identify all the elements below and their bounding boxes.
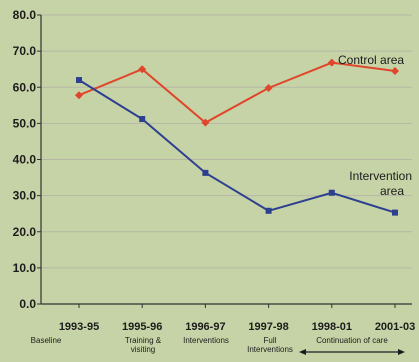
data-point (328, 189, 335, 196)
x-tick-label: 1993-95 (59, 321, 99, 333)
axes (37, 14, 412, 308)
series-layer (75, 58, 399, 216)
y-tick-label: 80.0 (13, 8, 37, 22)
y-tick-label: 10.0 (13, 261, 37, 275)
x-tick-label: 2001-03 (375, 321, 415, 333)
x-sublabel: Continuation of care (316, 336, 388, 345)
x-tick-label: 1997-98 (248, 321, 288, 333)
y-tick-label: 70.0 (13, 44, 37, 58)
data-point (202, 169, 209, 176)
grid-lines (41, 14, 412, 269)
x-sublabels: Baseline Training & visiting Interventions F… (31, 336, 389, 354)
x-sublabel: Training & visiting (125, 336, 162, 354)
data-point (327, 58, 336, 67)
data-point (392, 209, 398, 216)
data-point (264, 83, 273, 92)
data-point (265, 207, 272, 214)
x-tick-label: 1995-96 (122, 321, 162, 333)
data-point (75, 91, 83, 100)
y-tick-label: 30.0 (13, 189, 37, 203)
series-label: Intervention area (349, 169, 412, 198)
data-point (76, 77, 82, 84)
y-tick-label: 0.0 (19, 297, 36, 311)
x-sublabel: Baseline (31, 336, 62, 345)
data-point (139, 116, 146, 123)
series-line (78, 61, 396, 124)
y-tick-label: 40.0 (13, 153, 37, 167)
series-labels: Control area Intervention area (338, 53, 412, 198)
x-tick-label: 1998-01 (312, 321, 352, 333)
data-point (138, 65, 147, 74)
y-tick-label: 60.0 (13, 80, 37, 94)
y-tick-labels: 0.0 10.0 20.0 30.0 40.0 50.0 60.0 70.0 80.0 (13, 8, 37, 311)
x-tick-label: 1996-97 (185, 321, 225, 333)
continuation-arrow (299, 349, 405, 355)
series-label: Control area (338, 53, 404, 67)
y-tick-label: 50.0 (13, 116, 37, 130)
data-point (391, 66, 399, 75)
x-sublabel: Full Interventions (247, 336, 293, 354)
x-tick-labels: 1993-95 1995-96 1996-97 1997-98 1998-01 2001-… (59, 321, 415, 333)
data-point (201, 118, 210, 127)
x-sublabel: Interventions (183, 336, 229, 345)
y-tick-label: 20.0 (13, 225, 37, 239)
series-line (78, 79, 396, 214)
